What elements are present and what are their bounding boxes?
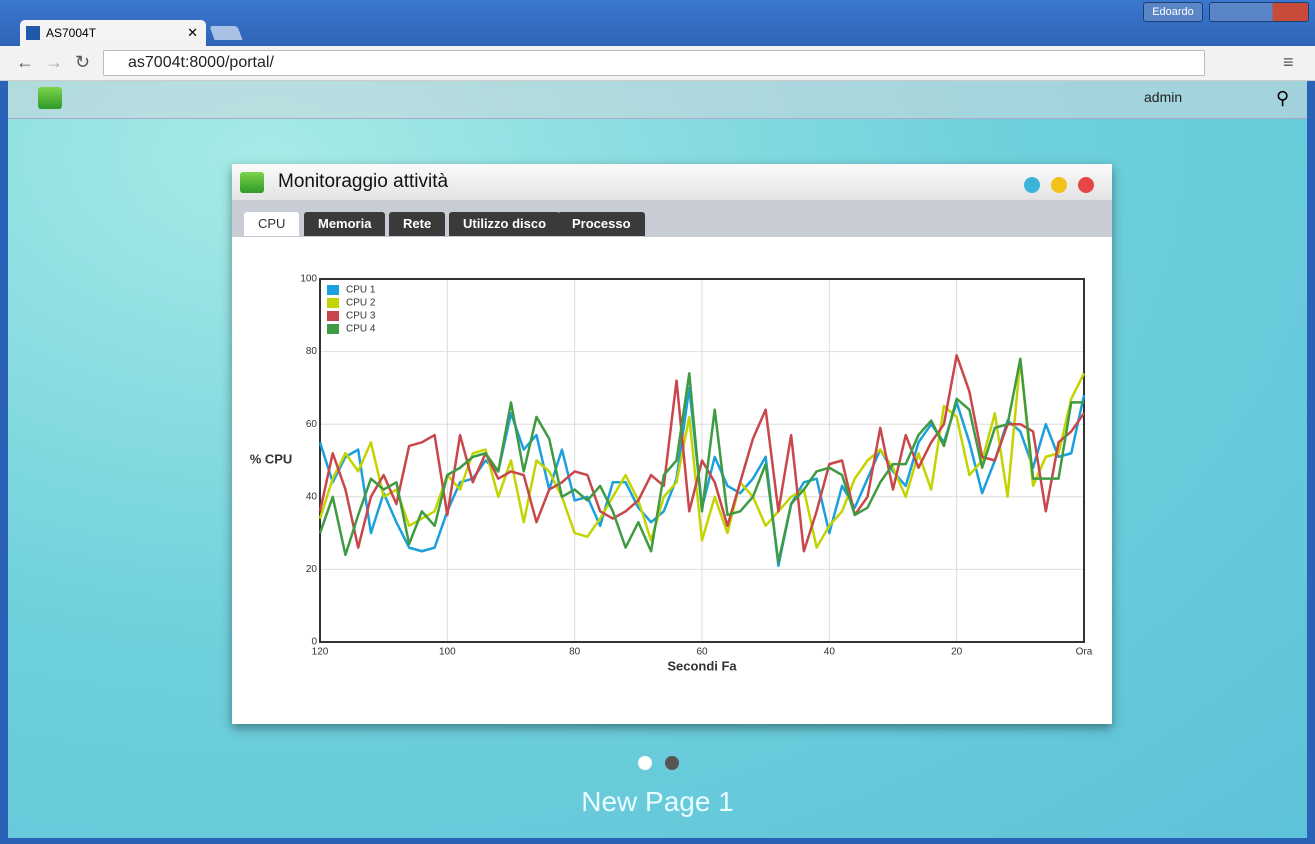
window-tab[interactable]: CPU — [244, 212, 300, 236]
y-tick-label: 100 — [300, 274, 317, 285]
close-button[interactable] — [1078, 177, 1094, 193]
tab-icon — [26, 26, 40, 40]
forward-button[interactable]: → — [45, 52, 63, 72]
window-tab[interactable]: Processo — [558, 212, 645, 236]
legend-swatch — [327, 298, 339, 308]
search-button[interactable]: ⚲ — [1276, 88, 1290, 108]
legend-label: CPU 2 — [346, 298, 376, 309]
y-tick-label: 60 — [306, 419, 318, 430]
minimize-button[interactable] — [1051, 177, 1067, 193]
page-indicator[interactable] — [638, 756, 688, 772]
address-bar[interactable]: as7004t:8000/portal/ — [103, 50, 1205, 76]
x-tick-label: 80 — [569, 647, 581, 658]
page-dots — [638, 756, 688, 777]
window-tab[interactable]: Utilizzo disco — [449, 212, 561, 236]
back-button[interactable]: ← — [16, 52, 34, 72]
help-button[interactable] — [1024, 177, 1040, 193]
x-tick-label: Ora — [1076, 647, 1093, 658]
tab-title: AS7004T — [46, 26, 97, 40]
x-tick-label: 60 — [696, 647, 708, 658]
portal-bar — [8, 81, 1307, 119]
profile-button[interactable]: Edoardo — [1143, 2, 1203, 22]
legend-label: CPU 1 — [346, 285, 376, 296]
x-tick-label: 120 — [312, 647, 329, 658]
y-axis-label: % CPU — [250, 451, 293, 466]
x-tick-label: 40 — [824, 647, 836, 658]
y-tick-label: 80 — [306, 346, 318, 357]
series-line — [318, 357, 1084, 564]
tab-close[interactable]: ✕ — [187, 25, 198, 40]
reload-button[interactable]: ↻ — [75, 52, 91, 72]
user-name[interactable]: admin — [1144, 89, 1183, 105]
window-tab[interactable]: Rete — [389, 212, 446, 236]
legend-label: CPU 4 — [346, 324, 376, 335]
x-axis-label: Secondi Fa — [667, 658, 737, 673]
x-tick-label: 20 — [951, 647, 963, 658]
y-tick-label: 0 — [311, 637, 317, 648]
legend-label: CPU 3 — [346, 311, 376, 322]
browser-tab[interactable]: AS7004T ✕ — [20, 20, 206, 46]
url-text: as7004t:8000/portal/ — [128, 54, 274, 71]
page-title: New Page 1 — [581, 786, 734, 817]
y-tick-label: 20 — [306, 564, 318, 575]
series-line — [318, 353, 1086, 553]
window-title: Monitoraggio attività — [278, 171, 449, 192]
menu-button[interactable]: ≡ — [1283, 52, 1294, 72]
window-tab[interactable]: Memoria — [304, 212, 386, 236]
y-tick-label: 40 — [306, 491, 318, 502]
window-controls[interactable] — [1209, 2, 1309, 22]
app-icon[interactable] — [38, 87, 62, 109]
legend-swatch — [327, 285, 339, 295]
window-header — [232, 164, 1112, 200]
legend-swatch — [327, 311, 339, 321]
x-tick-label: 100 — [439, 647, 456, 658]
plot-frame — [319, 278, 1085, 643]
legend-swatch — [327, 324, 339, 334]
window-icon — [240, 172, 264, 193]
